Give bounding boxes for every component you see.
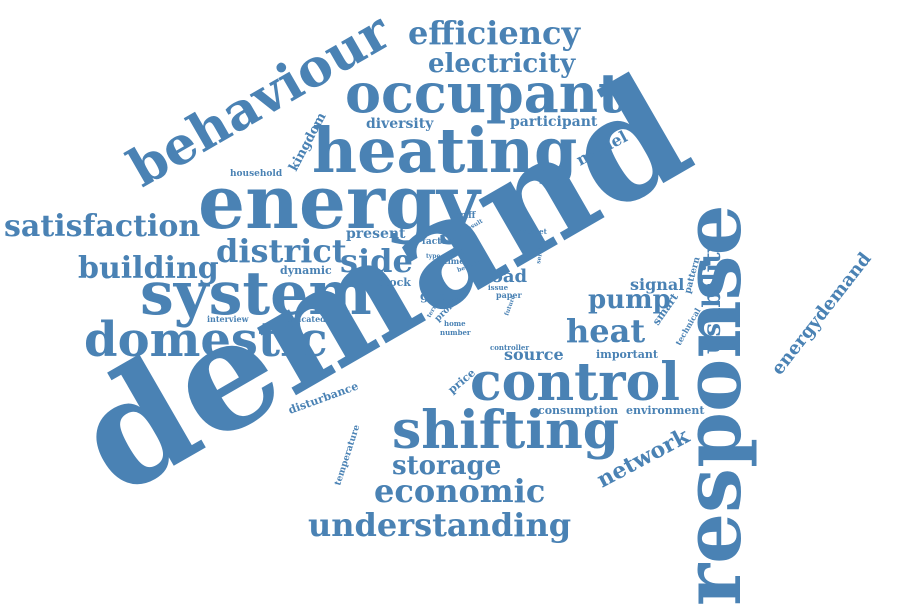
word-dedicated: dedicated <box>282 314 326 324</box>
word-diversity: diversity <box>366 116 434 132</box>
word-usability: usability <box>697 237 726 354</box>
word-interview: interview <box>207 314 250 324</box>
word-heating: heating <box>312 114 577 187</box>
word-heat: heat <box>566 312 645 350</box>
word-service: service <box>535 240 546 265</box>
word-pump: pump <box>588 285 671 315</box>
word-issue: issue <box>488 283 509 292</box>
word-paper: paper <box>496 290 522 300</box>
word-consumption: consumption <box>538 404 618 417</box>
word-shifting: shifting <box>392 400 619 461</box>
word-energy: energy <box>198 160 482 246</box>
word-energydemand: energydemand <box>767 248 875 379</box>
word-load: load <box>484 266 528 287</box>
word-response: response <box>665 205 759 606</box>
word-dataset: dataset <box>518 227 548 236</box>
word-domestic: domestic <box>84 312 328 368</box>
word-controller: controller <box>490 343 529 352</box>
word-signal: signal <box>630 275 684 294</box>
word-control: control <box>470 352 680 413</box>
word-occupant: occupant <box>345 61 623 125</box>
word-important: important <box>596 348 659 361</box>
word-type: type <box>426 253 440 260</box>
word-satisfaction: satisfaction <box>4 209 200 244</box>
word-efficiency: efficiency <box>408 14 582 52</box>
word-number: number <box>440 328 471 337</box>
word-electricity: electricity <box>428 49 576 79</box>
word-building: building <box>78 251 219 286</box>
word-source: source <box>504 345 564 364</box>
word-economic: economic <box>374 472 545 510</box>
word-stock: stock <box>378 276 411 289</box>
word-home: home <box>444 319 466 328</box>
word-environment: environment <box>626 404 705 417</box>
word-understanding: understanding <box>308 506 571 544</box>
word-system: system <box>140 259 372 329</box>
word-factor: factor <box>422 237 452 247</box>
word-participant: participant <box>510 114 598 130</box>
word-storage: storage <box>392 451 501 481</box>
word-grid: grid <box>420 289 448 303</box>
word-district: district <box>216 232 347 270</box>
word-side: side <box>340 242 413 280</box>
word-household: household <box>230 169 283 179</box>
word-trial: trial <box>449 248 465 258</box>
word-temperature: temperature <box>333 424 362 487</box>
word-tariff: tariff <box>450 211 476 221</box>
word-present: present <box>346 226 406 242</box>
word-time: time <box>444 256 464 266</box>
word-dynamic: dynamic <box>280 264 332 277</box>
